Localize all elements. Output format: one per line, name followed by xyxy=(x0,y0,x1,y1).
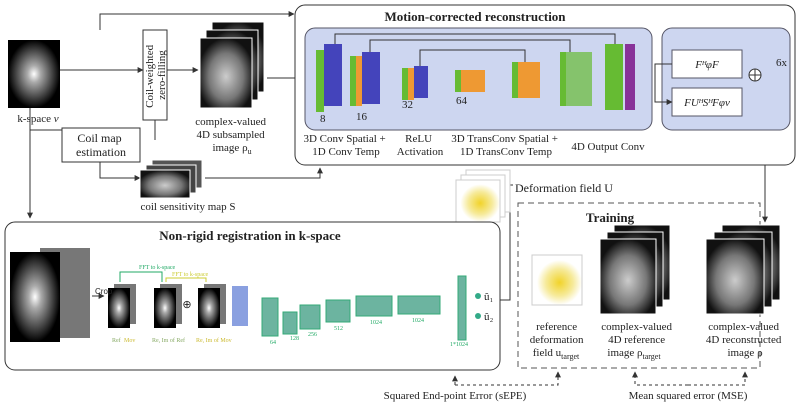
reference-image-line: complex-valued xyxy=(601,321,672,333)
channel-label: 64 xyxy=(456,95,468,107)
reference-image-stack xyxy=(599,224,671,315)
subsampled-label: complex-valued 4D subsampled image ρu xyxy=(195,116,269,156)
transconv-line: 1D TransConv Temp xyxy=(460,146,552,158)
registration-images xyxy=(10,248,248,342)
formula-top: FᴴφF xyxy=(694,59,719,71)
subsampled-line: 4D subsampled xyxy=(197,129,266,141)
layer-size: 1*1024 xyxy=(450,342,468,348)
registration-box xyxy=(4,221,501,371)
relu-label: ReLU Activation xyxy=(397,133,444,158)
kspace-symbol: ν xyxy=(54,113,59,125)
coil-map-box xyxy=(61,127,141,163)
registration-title: Non-rigid registration in k-space xyxy=(159,228,341,243)
ref-label: Ref xyxy=(112,337,121,344)
zero-filling-line: zero-filling xyxy=(156,50,168,100)
kspace-text: k-space xyxy=(17,113,51,125)
registration-net xyxy=(261,275,467,341)
reference-image-label: complex-valued 4D reference image ρtarge… xyxy=(601,321,675,361)
coil-map-label: Coil map estimation xyxy=(76,131,126,159)
deformation-stack xyxy=(455,169,511,223)
coil-map-line: estimation xyxy=(76,145,126,159)
subsampled-line: image ρ xyxy=(212,142,248,154)
layer-size: 256 xyxy=(308,332,317,338)
output-label: û₁ xyxy=(484,291,494,303)
zero-filling-label: Coil-weighted zero-filling xyxy=(144,42,168,108)
repeat-label: 6x xyxy=(776,57,788,69)
coil-sensitivity-label: coil sensitivity map S xyxy=(140,201,235,213)
fft-label: FFT to k-space xyxy=(139,265,176,271)
arrow xyxy=(654,75,673,105)
channel-label: 32 xyxy=(402,99,413,111)
registration-arrows xyxy=(92,271,207,299)
reference-deformation-label: reference deformation field utarget xyxy=(530,321,587,361)
output-label: 4D Output Conv xyxy=(571,141,645,153)
subsampled-line: complex-valued xyxy=(195,116,266,128)
reference-deformation-line: deformation xyxy=(530,334,584,346)
transconv-label: 3D TransConv Spatial + 1D TransConv Temp xyxy=(451,133,561,158)
reconstruction-title: Motion-corrected reconstruction xyxy=(384,9,566,24)
relu-line: ReLU xyxy=(405,133,432,145)
channel-label: 16 xyxy=(356,111,368,123)
reconstructed-stack xyxy=(705,224,781,315)
reference-deformation-line: reference xyxy=(536,321,577,333)
output-label: û₂ xyxy=(484,311,494,323)
output-node xyxy=(475,293,481,299)
formula-bottom: FUᴴSᴴFφν xyxy=(683,97,730,109)
loss-arrows xyxy=(452,371,748,386)
relu-line: Activation xyxy=(397,146,444,158)
subsampled-stack xyxy=(199,21,265,109)
conv-label: 3D Conv Spatial + 1D Conv Temp xyxy=(303,133,388,158)
coil-sensitivity-stack xyxy=(139,159,203,199)
sum-sign xyxy=(749,69,761,81)
layer-size: 1024 xyxy=(370,320,382,326)
fft-label: FFT to k-space xyxy=(172,272,209,278)
arrow xyxy=(654,63,672,75)
plus-sign: ⊕ xyxy=(182,299,191,311)
mov-label: Mov xyxy=(124,338,135,344)
reference-deformation-image xyxy=(531,254,583,306)
coil-map-line: Coil map xyxy=(77,131,121,145)
layer-size: 1024 xyxy=(412,318,424,324)
reference-image-sub: target xyxy=(643,352,662,361)
sepe-label: Squared End-point Error (sEPE) xyxy=(384,390,527,402)
reference-image-line: 4D reference xyxy=(608,334,665,346)
formula-box xyxy=(671,87,743,117)
deformation-label: Deformation field U xyxy=(515,181,613,195)
conv-line: 3D Conv Spatial + xyxy=(303,133,385,145)
layer-size: 64 xyxy=(270,340,276,346)
layer-size: 512 xyxy=(334,326,343,332)
zero-filling-box xyxy=(142,29,168,121)
reconstructed-line: image ρ xyxy=(727,347,763,359)
layer-size: 128 xyxy=(290,336,299,342)
reference-image-line: image ρ xyxy=(607,347,643,359)
reconstructed-line: complex-valued xyxy=(708,321,779,333)
re-im-mov-label: Re, Im of Mov xyxy=(196,337,232,344)
training-title: Training xyxy=(586,210,635,225)
zero-filling-line: Coil-weighted xyxy=(144,44,156,107)
kspace-label: k-space ν xyxy=(17,113,58,125)
unet-layers xyxy=(316,44,635,112)
skip-connections xyxy=(334,33,616,66)
subsampled-sub: u xyxy=(248,147,252,156)
channel-label: 8 xyxy=(320,113,326,125)
crop-label: Crop xyxy=(95,287,113,296)
reconstructed-label: complex-valued 4D reconstructed image ρ xyxy=(706,321,784,359)
reconstructed-line: 4D reconstructed xyxy=(706,334,782,346)
re-im-ref-label: Re, Im of Ref xyxy=(152,337,185,344)
transconv-line: 3D TransConv Spatial + xyxy=(451,133,558,145)
conv-line: 1D Conv Temp xyxy=(312,146,380,158)
mse-label: Mean squared error (MSE) xyxy=(629,390,748,402)
output-node xyxy=(475,313,481,319)
reference-deformation-sub: target xyxy=(561,352,580,361)
kspace-image xyxy=(8,40,60,108)
reference-deformation-line: field u xyxy=(533,347,562,359)
